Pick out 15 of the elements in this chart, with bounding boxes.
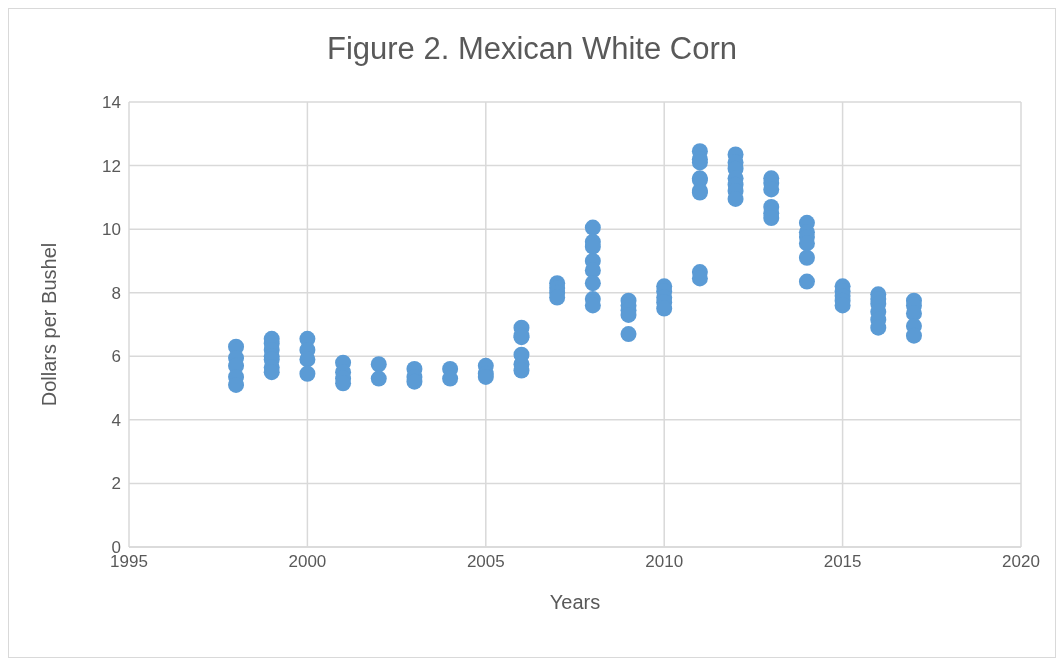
y-tick-label: 6 bbox=[111, 347, 121, 367]
x-tick-label: 2020 bbox=[1002, 552, 1040, 572]
y-axis-title: Dollars per Bushel bbox=[38, 242, 61, 407]
y-tick-label: 14 bbox=[102, 93, 121, 113]
y-tick-label: 10 bbox=[102, 220, 121, 240]
y-tick-label: 2 bbox=[111, 474, 121, 494]
x-axis-title: Years bbox=[549, 591, 601, 613]
x-tick-label: 2000 bbox=[288, 552, 327, 572]
x-tick-label: 2005 bbox=[466, 552, 505, 572]
x-tick-label: 2015 bbox=[823, 552, 862, 572]
y-tick-label: 8 bbox=[111, 283, 121, 303]
chart-title: Figure 2. Mexican White Corn bbox=[325, 31, 738, 67]
y-tick-label: 12 bbox=[102, 156, 121, 176]
x-tick-label: 2010 bbox=[645, 552, 684, 572]
y-tick-label: 4 bbox=[111, 410, 121, 430]
